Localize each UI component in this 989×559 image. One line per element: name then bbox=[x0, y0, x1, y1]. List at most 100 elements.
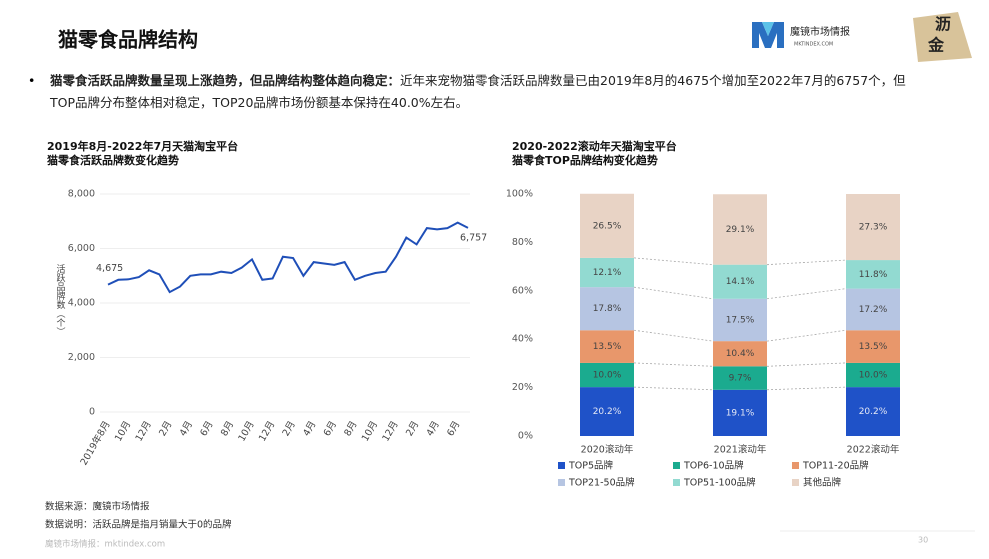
bullet: • bbox=[28, 73, 36, 88]
legend-swatch bbox=[792, 479, 799, 486]
data-label: 10.0% bbox=[593, 371, 622, 381]
connector bbox=[633, 329, 714, 342]
bar-segment bbox=[713, 341, 767, 367]
connector bbox=[633, 362, 714, 367]
x-tick-label: 2月 bbox=[281, 419, 298, 438]
data-label: 20.2% bbox=[593, 407, 622, 417]
badge-shape bbox=[913, 12, 972, 62]
data-label: 10.0% bbox=[859, 371, 888, 381]
data-label: 27.3% bbox=[859, 223, 888, 233]
bar-segment bbox=[846, 362, 900, 388]
x-tick-label: 2021滚动年 bbox=[714, 444, 767, 456]
y-tick-label: 0% bbox=[518, 431, 533, 442]
badge-top: 沥 bbox=[935, 15, 951, 34]
y-tick-label: 20% bbox=[512, 382, 533, 393]
badge-bottom: 金 bbox=[927, 36, 945, 55]
connector bbox=[633, 386, 714, 391]
data-label: 6,757 bbox=[460, 232, 487, 243]
data-label: 26.5% bbox=[593, 221, 622, 231]
data-note: 数据说明：活跃品牌是指月销量大于0的品牌 bbox=[45, 519, 232, 531]
site: 魔镜市场情报：mktindex.com bbox=[45, 539, 165, 550]
chart-title: 猫零食TOP品牌结构变化趋势 bbox=[512, 153, 658, 167]
trend-line bbox=[107, 221, 469, 294]
legend-swatch bbox=[673, 462, 680, 469]
data-label: 29.1% bbox=[726, 225, 755, 235]
data-label: 4,675 bbox=[96, 263, 123, 274]
x-tick-label: 12月 bbox=[257, 419, 277, 443]
connector bbox=[766, 259, 847, 266]
bar-segment bbox=[580, 287, 634, 331]
legend-label: TOP21-50品牌 bbox=[568, 477, 635, 489]
data-label: 12.1% bbox=[593, 268, 622, 278]
bar-segment bbox=[846, 387, 900, 436]
data-label: 9.7% bbox=[729, 374, 752, 384]
y-tick-label: 40% bbox=[512, 334, 533, 345]
legend-swatch bbox=[673, 479, 680, 486]
source-note: 数据来源：魔镜市场情报 bbox=[45, 501, 150, 513]
x-tick-label: 2022滚动年 bbox=[847, 444, 900, 456]
chart-title: 2020-2022滚动年天猫淘宝平台 bbox=[512, 139, 677, 153]
x-tick-label: 10月 bbox=[113, 419, 133, 443]
x-tick-label: 6月 bbox=[198, 419, 215, 438]
summary-lead: 猫零食活跃品牌数量呈现上涨趋势，但品牌结构整体趋向稳定： bbox=[50, 73, 401, 88]
bar-segment bbox=[846, 330, 900, 363]
x-tick-label: 2月 bbox=[404, 419, 421, 438]
data-label: 17.2% bbox=[859, 305, 888, 315]
data-label: 19.1% bbox=[726, 408, 755, 418]
legend-label: TOP5品牌 bbox=[568, 460, 614, 472]
x-tick-label: 10月 bbox=[360, 419, 380, 443]
chart-title: 2019年8月-2022年7月天猫淘宝平台 bbox=[47, 139, 238, 153]
logo-mark bbox=[752, 22, 784, 48]
badge: 沥 金 bbox=[913, 12, 972, 62]
connector bbox=[766, 288, 847, 300]
legend-swatch bbox=[558, 479, 565, 486]
x-tick-label: 4月 bbox=[178, 419, 195, 438]
chart-title: 猫零食活跃品牌数变化趋势 bbox=[47, 153, 179, 167]
legend-swatch bbox=[792, 462, 799, 469]
connector bbox=[766, 386, 847, 391]
data-label: 14.1% bbox=[726, 277, 755, 287]
summary-text: 近年来宠物猫零食活跃品牌数量已由2019年8月的4675个增加至2022年7月的… bbox=[50, 73, 906, 110]
data-label: 10.4% bbox=[726, 349, 755, 359]
bar-segment bbox=[846, 288, 900, 331]
connector bbox=[633, 257, 714, 266]
slide-title: 猫零食品牌结构 bbox=[58, 28, 198, 52]
x-tick-label: 4月 bbox=[301, 419, 318, 438]
legend-label: TOP6-10品牌 bbox=[683, 460, 744, 472]
bar-segment bbox=[580, 330, 634, 363]
y-tick-label: 6,000 bbox=[68, 243, 95, 254]
bar-segment bbox=[846, 260, 900, 289]
y-tick-label: 60% bbox=[512, 285, 533, 296]
bar-segment bbox=[580, 257, 634, 288]
connector bbox=[633, 286, 714, 300]
x-tick-label: 8月 bbox=[342, 419, 359, 438]
data-label: 17.5% bbox=[726, 315, 755, 325]
data-label: 11.8% bbox=[859, 270, 888, 280]
x-tick-label: 4月 bbox=[425, 419, 442, 438]
connector bbox=[766, 329, 847, 342]
legend-label: TOP11-20品牌 bbox=[802, 460, 869, 472]
bar-segment bbox=[580, 362, 634, 388]
logo-sub: MKTINDEX.COM bbox=[794, 42, 833, 48]
bar-segment bbox=[713, 264, 767, 299]
y-tick-label: 4,000 bbox=[68, 298, 95, 309]
bar-segment bbox=[713, 298, 767, 342]
y-tick-label: 0 bbox=[89, 407, 95, 418]
bar-segment bbox=[713, 194, 767, 265]
y-tick-label: 80% bbox=[512, 237, 533, 248]
bar-segment bbox=[713, 366, 767, 390]
bar-segment bbox=[580, 387, 634, 436]
legend-swatch bbox=[558, 462, 565, 469]
y-tick-label: 2,000 bbox=[68, 352, 95, 363]
logo-text: 魔镜市场情报 bbox=[790, 25, 850, 38]
x-tick-label: 6月 bbox=[445, 419, 462, 438]
data-label: 20.2% bbox=[859, 407, 888, 417]
logo-mark-accent bbox=[762, 22, 774, 36]
y-tick-label: 8,000 bbox=[68, 189, 95, 200]
bar-segment bbox=[713, 389, 767, 436]
data-label: 17.8% bbox=[593, 304, 622, 314]
x-tick-label: 2月 bbox=[157, 419, 174, 438]
data-label: 13.5% bbox=[859, 342, 888, 352]
